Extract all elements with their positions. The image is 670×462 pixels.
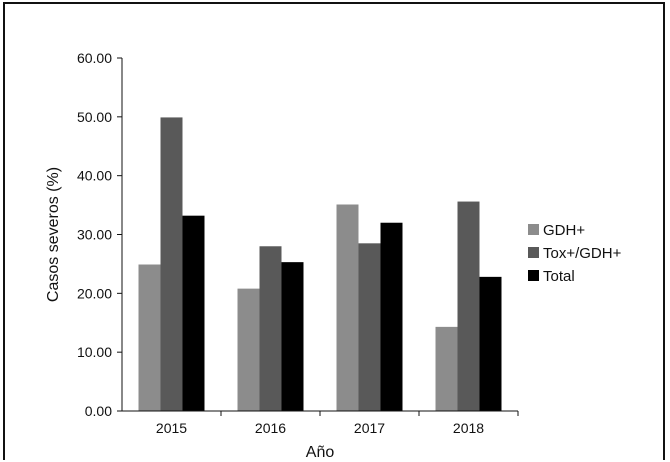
chart-frame (3, 2, 665, 460)
legend-swatch (528, 270, 539, 281)
y-tick-label: 40.00 (77, 168, 112, 184)
y-tick-label: 10.00 (77, 344, 112, 360)
bar-gdh--2018 (435, 326, 458, 411)
bar-tox-gdh--2018 (457, 201, 480, 411)
y-tick-label: 60.00 (77, 50, 112, 66)
bar-total-2015 (182, 215, 205, 411)
bar-total-2016 (281, 262, 304, 411)
legend: GDH+ Tox+/GDH+ Total (528, 222, 622, 285)
bar-tox-gdh--2017 (358, 243, 381, 411)
legend-swatch (528, 224, 539, 235)
bar-tox-gdh--2016 (259, 246, 282, 411)
bars (138, 117, 502, 412)
legend-swatch (528, 247, 539, 258)
x-axis-title: Año (306, 444, 335, 461)
y-axis-ticks: 0.00 10.00 20.00 30.00 40.00 50.00 60.00 (77, 50, 122, 419)
bar-gdh--2017 (336, 204, 359, 411)
x-tick-label: 2016 (255, 420, 286, 436)
bar-total-2018 (479, 276, 502, 411)
x-tick-label: 2017 (354, 420, 385, 436)
legend-label: GDH+ (543, 222, 585, 239)
x-tick-label: 2018 (453, 420, 484, 436)
y-axis-title: Casos severos (%) (45, 167, 62, 302)
y-tick-label: 20.00 (77, 285, 112, 301)
x-axis-ticks: 2015 2016 2017 2018 (156, 411, 519, 436)
bar-total-2017 (380, 222, 403, 411)
y-tick-label: 0.00 (85, 403, 112, 419)
bar-gdh--2016 (237, 288, 260, 411)
legend-label: Total (543, 268, 575, 285)
y-tick-label: 30.00 (77, 227, 112, 243)
bar-tox-gdh--2015 (160, 117, 183, 412)
legend-label: Tox+/GDH+ (543, 245, 622, 262)
x-tick-label: 2015 (156, 420, 187, 436)
y-tick-label: 50.00 (77, 109, 112, 125)
bar-gdh--2015 (138, 264, 161, 411)
